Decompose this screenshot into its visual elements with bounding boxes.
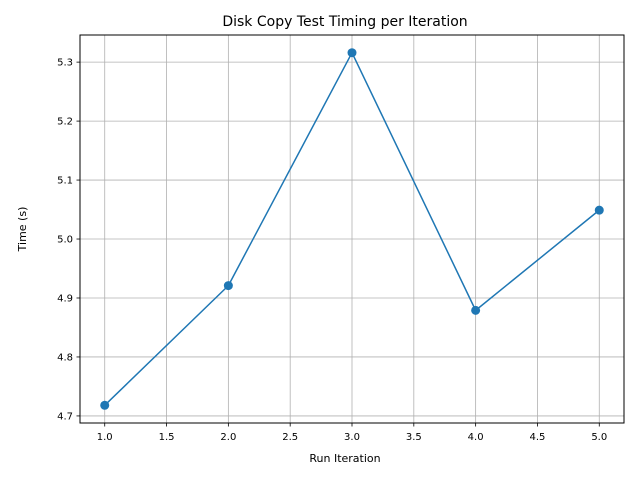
x-tick-label: 5.0 <box>591 432 607 443</box>
data-series <box>100 48 604 410</box>
x-tick-label: 1.5 <box>159 432 175 443</box>
x-tick-label: 3.5 <box>406 432 422 443</box>
y-axis-label: Time (s) <box>16 207 29 253</box>
x-tick-label: 3.0 <box>344 432 360 443</box>
x-axis-ticks: 1.0 1.5 2.0 2.5 3.0 3.5 4.0 4.5 5.0 <box>97 423 607 443</box>
x-tick-label: 4.0 <box>468 432 484 443</box>
y-tick-label: 4.9 <box>57 293 73 304</box>
x-axis-label: Run Iteration <box>309 452 380 465</box>
y-tick-label: 5.0 <box>57 235 73 246</box>
y-tick-label: 5.2 <box>57 117 73 128</box>
y-tick-label: 4.8 <box>57 352 73 363</box>
data-point <box>100 400 110 410</box>
x-tick-label: 4.5 <box>530 432 546 443</box>
y-tick-label: 5.1 <box>57 176 73 187</box>
y-axis-ticks: 4.7 4.8 4.9 5.0 5.1 5.2 5.3 <box>57 58 80 422</box>
data-point <box>347 48 357 58</box>
grid <box>80 35 624 423</box>
chart-title: Disk Copy Test Timing per Iteration <box>222 14 467 30</box>
x-tick-label: 2.5 <box>282 432 298 443</box>
y-tick-label: 4.7 <box>57 411 73 422</box>
data-point <box>223 281 233 291</box>
x-tick-label: 1.0 <box>97 432 113 443</box>
x-tick-label: 2.0 <box>220 432 236 443</box>
y-tick-label: 5.3 <box>57 58 73 69</box>
data-point <box>594 205 604 215</box>
data-point <box>471 305 481 315</box>
